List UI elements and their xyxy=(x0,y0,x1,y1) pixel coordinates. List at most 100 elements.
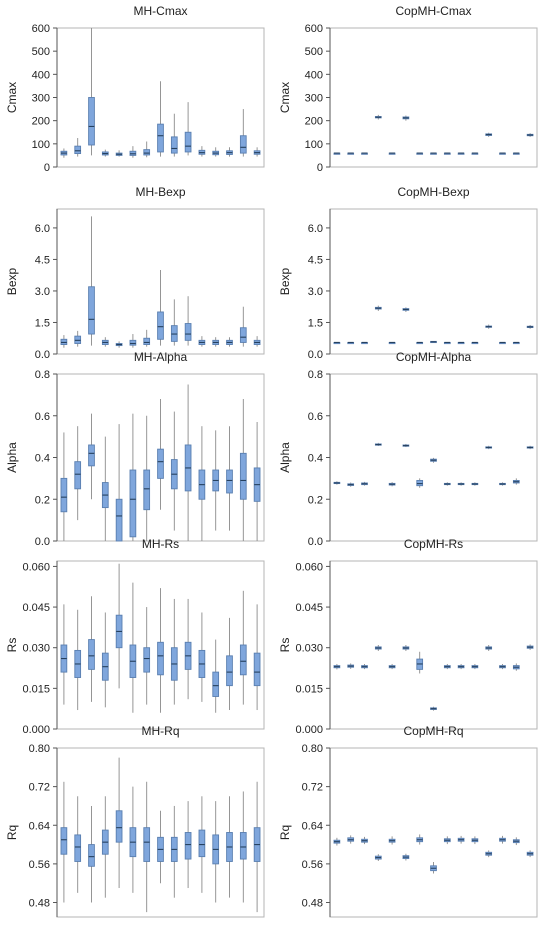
box-15 xyxy=(526,644,534,650)
panel-title: MH-Cmax xyxy=(134,4,188,18)
box-6 xyxy=(129,334,137,348)
panel-title: MH-Bexp xyxy=(135,185,185,199)
box-9 xyxy=(443,836,451,845)
box-1 xyxy=(60,148,68,158)
box-2 xyxy=(347,152,355,155)
y-tick-label: 0.030 xyxy=(22,643,50,655)
y-tick-label: 0.015 xyxy=(295,683,323,695)
box-11 xyxy=(198,336,206,347)
y-tick-label: 1.5 xyxy=(35,317,50,329)
box-6 xyxy=(129,786,137,893)
box-13 xyxy=(499,341,506,345)
y-tick-label: 0.8 xyxy=(35,369,50,381)
y-axis-label: Alpha xyxy=(5,442,19,473)
box-11 xyxy=(198,612,206,702)
box-7 xyxy=(143,329,151,347)
box-14 xyxy=(512,837,520,846)
y-tick-label: 500 xyxy=(32,46,50,58)
y-tick-label: 100 xyxy=(305,139,323,151)
box-13 xyxy=(226,796,233,898)
box-13 xyxy=(226,617,233,711)
panel-title: MH-Rq xyxy=(142,724,180,738)
box-15 xyxy=(526,133,534,137)
iqr-box xyxy=(157,123,164,153)
y-axis-label: Cmax xyxy=(5,82,19,113)
y-tick-label: 0.0 xyxy=(308,349,323,361)
chart-panel-10: CopMH-Rq Rq 0.48 0.56 0.64 0.72 0.80 xyxy=(278,724,538,918)
box-10 xyxy=(457,341,465,345)
box-11 xyxy=(198,146,206,157)
y-tick-label: 0 xyxy=(317,162,323,174)
plot-frame xyxy=(329,373,538,542)
y-tick-label: 0.000 xyxy=(295,724,323,736)
box-1 xyxy=(333,481,341,485)
iqr-box xyxy=(88,639,95,670)
iqr-box xyxy=(212,671,220,697)
box-10 xyxy=(184,102,192,156)
chart-panel-6: CopMH-Alpha Alpha 0.0 0.2 0.4 0.6 0.8 xyxy=(278,350,538,548)
box-3 xyxy=(88,413,95,500)
y-tick-label: 200 xyxy=(32,116,50,128)
iqr-box xyxy=(74,145,82,155)
box-7 xyxy=(416,152,424,155)
y-tick-label: 200 xyxy=(305,116,323,128)
box-8 xyxy=(157,399,164,510)
box-3 xyxy=(88,805,95,903)
iqr-box xyxy=(88,844,95,867)
y-tick-label: 0.045 xyxy=(295,602,323,614)
y-tick-label: 0.0 xyxy=(308,536,323,548)
panel-title: MH-Rs xyxy=(142,537,179,551)
box-5 xyxy=(115,341,123,348)
box-3 xyxy=(88,216,95,346)
box-5 xyxy=(115,150,123,157)
box-15 xyxy=(253,422,261,541)
y-tick-label: 0.64 xyxy=(302,820,323,832)
box-2 xyxy=(347,835,355,844)
y-tick-label: 0.000 xyxy=(22,724,50,736)
iqr-box xyxy=(198,829,206,858)
box-11 xyxy=(471,482,479,486)
y-tick-label: 0.72 xyxy=(29,782,50,794)
iqr-box xyxy=(143,469,151,511)
iqr-box xyxy=(74,461,82,490)
iqr-box xyxy=(88,97,95,146)
box-12 xyxy=(485,850,493,858)
y-tick-label: 500 xyxy=(305,46,323,58)
y-tick-label: 0.80 xyxy=(29,743,50,755)
box-6 xyxy=(402,645,410,651)
box-9 xyxy=(443,482,451,486)
iqr-box xyxy=(143,827,151,862)
y-axis-label: Rs xyxy=(5,638,19,653)
y-tick-label: 0.0 xyxy=(35,536,50,548)
iqr-box xyxy=(253,652,261,687)
box-15 xyxy=(253,604,261,711)
box-12 xyxy=(212,639,220,713)
iqr-box xyxy=(60,477,68,513)
box-5 xyxy=(115,424,123,542)
box-14 xyxy=(239,399,247,541)
y-tick-label: 6.0 xyxy=(308,223,323,235)
y-tick-label: 0.015 xyxy=(22,683,50,695)
box-12 xyxy=(485,645,493,651)
box-10 xyxy=(457,482,465,486)
y-tick-label: 0.72 xyxy=(302,782,323,794)
box-4 xyxy=(374,305,382,311)
box-4 xyxy=(101,612,109,708)
iqr-box xyxy=(157,641,164,676)
box-6 xyxy=(129,413,137,541)
box-8 xyxy=(430,152,437,155)
box-1 xyxy=(60,432,68,541)
box-11 xyxy=(198,426,206,541)
y-tick-label: 0.2 xyxy=(35,494,50,506)
box-4 xyxy=(374,114,382,120)
panel-title: CopMH-Bexp xyxy=(397,185,469,199)
box-7 xyxy=(416,651,424,674)
box-13 xyxy=(226,426,233,531)
panel-title: CopMH-Rq xyxy=(403,724,463,738)
y-axis-label: Cmax xyxy=(278,82,292,113)
panel-title: CopMH-Cmax xyxy=(395,4,471,18)
box-12 xyxy=(485,132,493,137)
iqr-box xyxy=(129,469,137,538)
chart-panel-9: MH-Rq Rq 0.48 0.56 0.64 0.72 0.80 xyxy=(5,724,265,918)
